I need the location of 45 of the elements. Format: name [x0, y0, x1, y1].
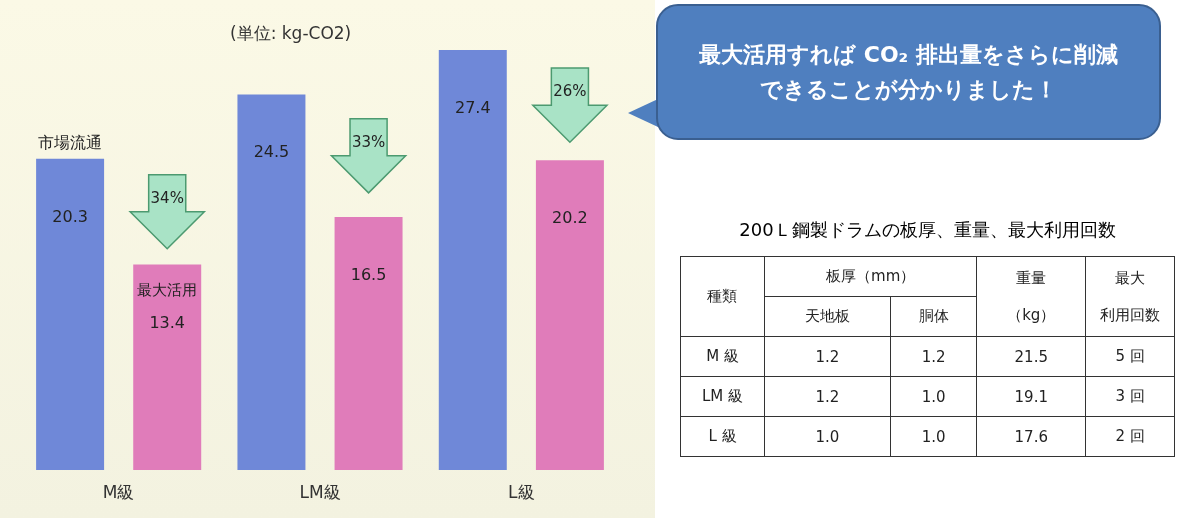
text: 天地板	[764, 296, 891, 337]
bar	[36, 158, 105, 470]
annotation: 26%	[553, 82, 587, 101]
bar	[535, 160, 604, 470]
annotation: 33%	[351, 132, 386, 151]
text: 利用回数	[1100, 305, 1161, 324]
text: 1.2	[764, 336, 891, 377]
series-label: 最大活用	[137, 280, 198, 299]
text: 種類	[680, 256, 765, 337]
text: 1.2	[764, 376, 891, 417]
text: 19.1	[976, 376, 1086, 417]
text: 1.2	[890, 336, 977, 377]
text: LM 級	[680, 376, 765, 417]
data-label: 20.3	[52, 206, 88, 226]
text: 3 回	[1085, 376, 1175, 417]
data-label: 16.5	[350, 265, 387, 285]
text: 最大	[1115, 268, 1146, 287]
x-tick-label: L級	[508, 481, 535, 502]
text: 21.5	[976, 336, 1086, 377]
bar	[133, 264, 202, 470]
bar	[438, 50, 507, 470]
x-tick-label: M級	[102, 481, 135, 502]
text: 1.0	[764, 416, 891, 457]
data-label: 27.4	[454, 98, 491, 117]
data-label: 13.4	[149, 312, 186, 332]
text: 1.0	[890, 376, 977, 417]
annotation: 34%	[150, 188, 184, 207]
data-label: 20.2	[552, 208, 588, 228]
text: （kg）	[1007, 305, 1056, 324]
series-label: 市場流通	[38, 132, 103, 152]
text: L 級	[680, 416, 765, 457]
text: 2 回	[1085, 416, 1175, 457]
text: 200Ｌ鋼製ドラムの板厚、重量、最大利用回数	[738, 218, 1117, 242]
bar	[334, 217, 403, 470]
text: 1.0	[890, 416, 977, 457]
text: (単位: kg-CO2)	[230, 22, 352, 45]
text: 17.6	[976, 416, 1086, 457]
data-label: 24.5	[253, 142, 290, 162]
x-tick-label: LM級	[299, 481, 341, 502]
text: 5 回	[1085, 336, 1175, 377]
text: 重量	[1016, 268, 1047, 287]
text: 胴体	[890, 296, 977, 337]
text: M 級	[680, 336, 765, 377]
bar	[237, 94, 306, 470]
text: 板厚（mm）	[764, 256, 977, 297]
